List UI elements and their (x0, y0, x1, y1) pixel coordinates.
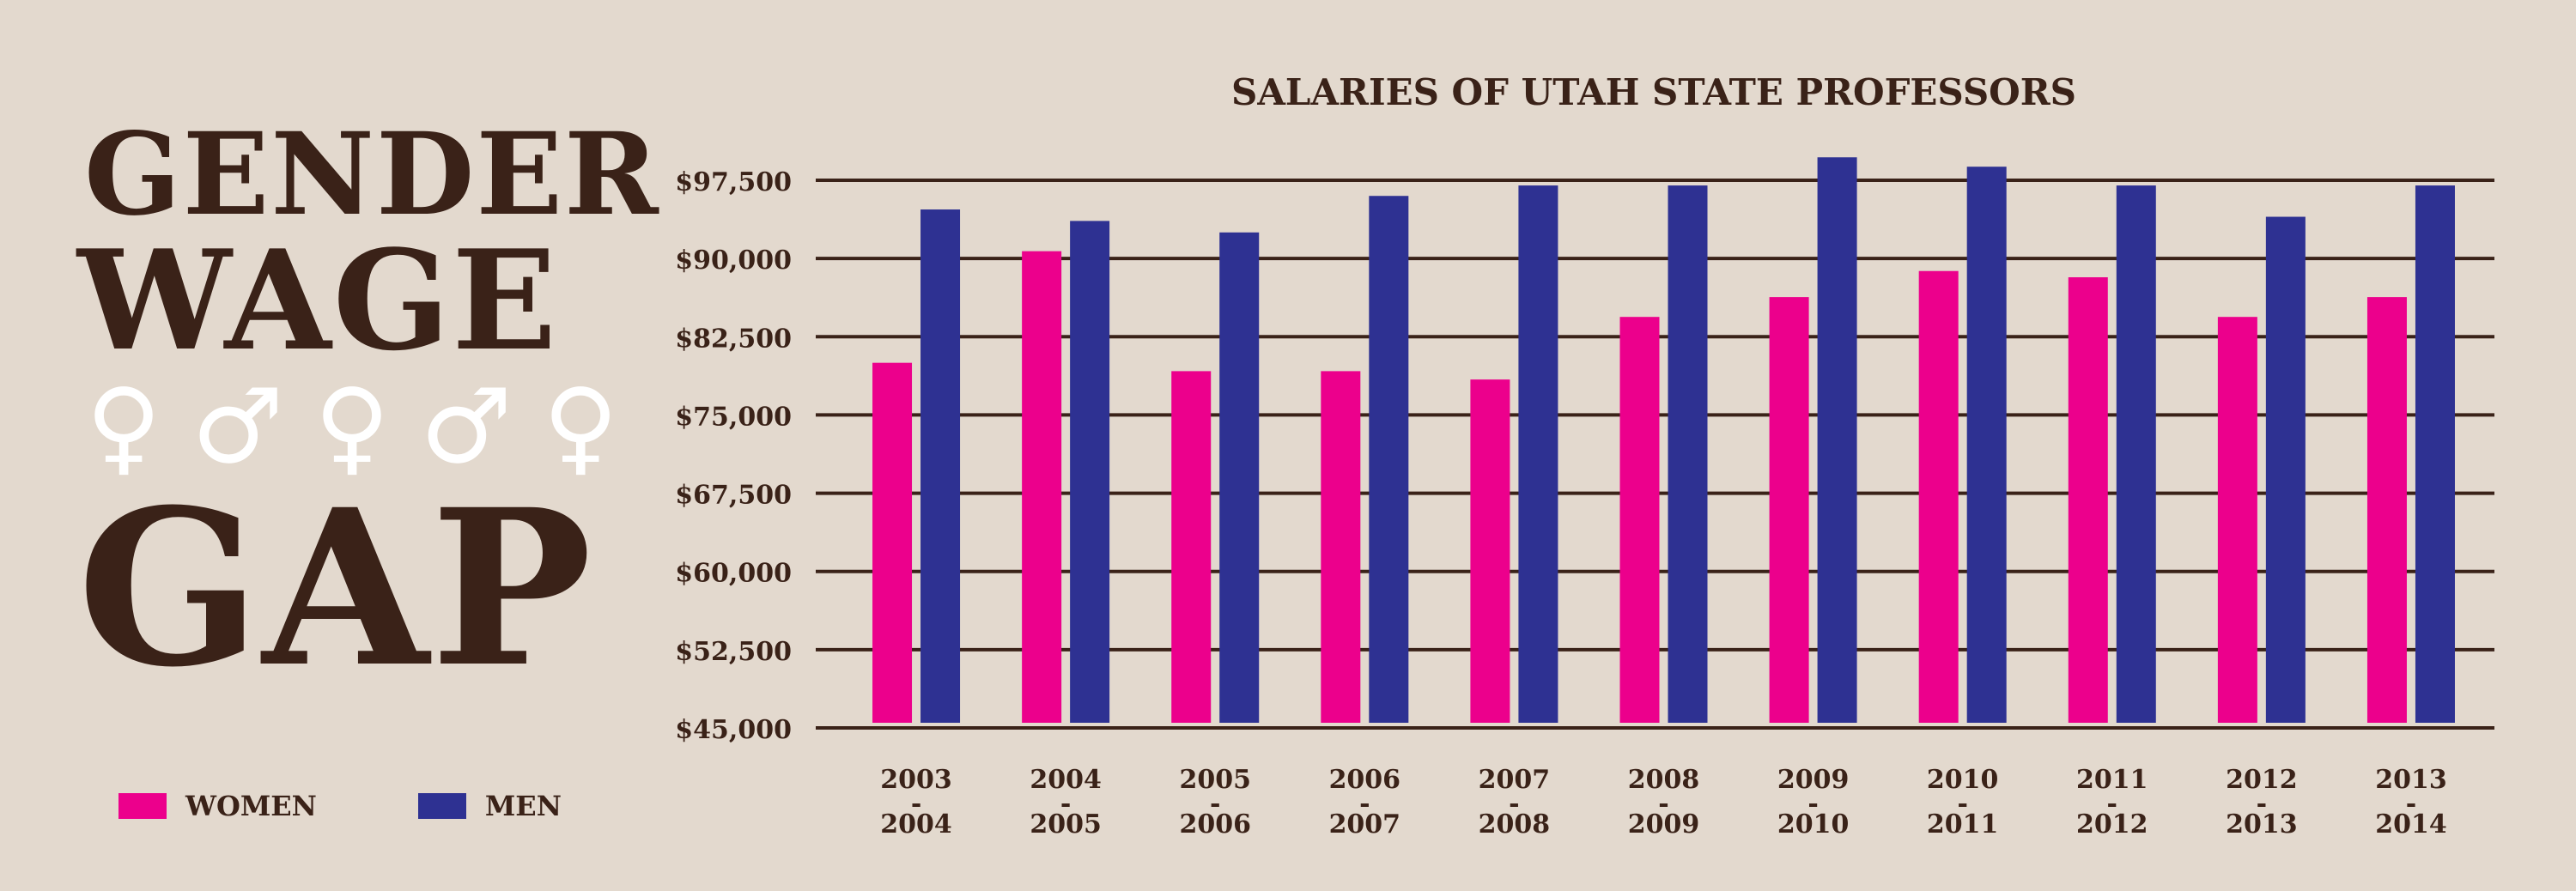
bar-women (872, 362, 913, 723)
male-symbol-icon: ♂ (191, 367, 284, 487)
x-tick-label: 2010 -2011 (1927, 765, 1999, 839)
bar-women (1171, 371, 1212, 723)
legend-label-women: WOMEN (185, 790, 317, 822)
bar-men (2116, 185, 2156, 724)
headline-line-gap: GAP (77, 462, 594, 714)
bar-women (1619, 317, 1660, 723)
x-tick-label: 2003 -2004 (880, 765, 952, 839)
bar-men (2415, 185, 2455, 724)
bars (872, 157, 2455, 724)
female-symbol-icon: ♀ (86, 367, 161, 487)
y-tick-label: $45,000 (675, 715, 792, 745)
female-symbol-icon: ♀ (314, 367, 390, 487)
y-tick-label: $75,000 (675, 402, 792, 432)
bar-men (1668, 185, 1708, 724)
bar-women (1022, 251, 1062, 723)
x-tick-label: 2006 -2007 (1329, 765, 1401, 839)
bar-men (920, 209, 961, 723)
headline-line-wage: WAGE (77, 220, 559, 381)
y-tick-label: $82,500 (675, 324, 792, 354)
y-tick-label: $60,000 (675, 559, 792, 589)
x-axis-ticks: 2003 -2004 2004 -2005 2005 -2006 2006 -2007 2007… (880, 765, 2446, 839)
y-tick-label: $67,500 (675, 481, 792, 511)
x-tick-label: 2004 -2005 (1030, 765, 1102, 839)
legend-item-men: MEN (417, 790, 562, 822)
x-tick-label: 2009 -2010 (1777, 765, 1850, 839)
bar-men (1070, 221, 1110, 723)
y-axis-ticks: $45,000 $52,500 $60,000 $67,500 $75,000 $82,5… (675, 167, 792, 745)
bar-men (1369, 196, 1409, 723)
bar-women (1769, 297, 1809, 723)
bar-women (2217, 317, 2257, 723)
bar-women (2068, 277, 2108, 723)
headline-line-gender: GENDER (84, 108, 660, 241)
chart-legend: WOMEN MEN (118, 790, 663, 822)
bar-men (1219, 232, 1260, 723)
bar-men (1966, 167, 2007, 723)
bar-women (2366, 297, 2407, 723)
x-tick-label: 2013 -2014 (2375, 765, 2447, 839)
y-tick-label: $97,500 (675, 167, 792, 197)
x-tick-label: 2008 -2009 (1628, 765, 1700, 839)
bar-men (1518, 185, 1558, 724)
y-tick-label: $90,000 (675, 245, 792, 276)
bar-men (1817, 157, 1857, 723)
legend-item-women: WOMEN (118, 790, 317, 822)
bar-women (1470, 379, 1510, 723)
bar-women (1321, 371, 1361, 723)
x-tick-label: 2012 -2013 (2226, 765, 2298, 839)
female-symbol-icon: ♀ (543, 367, 618, 487)
legend-label-men: MEN (484, 790, 562, 822)
bar-women (1918, 270, 1959, 723)
x-tick-label: 2011 -2012 (2076, 765, 2148, 839)
x-tick-label: 2007 -2008 (1479, 765, 1551, 839)
y-tick-label: $52,500 (675, 637, 792, 667)
legend-swatch-women (118, 793, 167, 819)
male-symbol-icon: ♂ (420, 367, 513, 487)
bar-men (2265, 216, 2306, 724)
gender-symbols: ♀ ♂ ♀ ♂ ♀ (86, 376, 618, 479)
legend-swatch-men (417, 793, 466, 819)
x-tick-label: 2005 -2006 (1179, 765, 1251, 839)
chart-title: SALARIES OF UTAH STATE PROFESSORS (1231, 71, 2076, 113)
